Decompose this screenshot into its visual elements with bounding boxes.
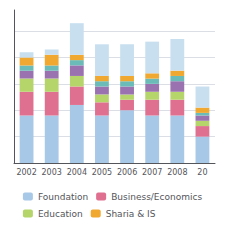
svg-text:Education: Education	[38, 209, 83, 219]
svg-text:Foundation: Foundation	[38, 192, 88, 202]
svg-text:Sharia & IS: Sharia & IS	[106, 209, 156, 219]
svg-text:Business/Economics: Business/Economics	[111, 192, 202, 202]
svg-text:2006: 2006	[117, 168, 137, 177]
svg-text:2008: 2008	[167, 168, 187, 177]
svg-text:2005: 2005	[92, 168, 112, 177]
svg-text:2002: 2002	[16, 168, 36, 177]
svg-text:2003: 2003	[42, 168, 62, 177]
svg-text:2004: 2004	[67, 168, 87, 177]
svg-text:2007: 2007	[142, 168, 162, 177]
svg-text:20: 20	[197, 168, 207, 177]
